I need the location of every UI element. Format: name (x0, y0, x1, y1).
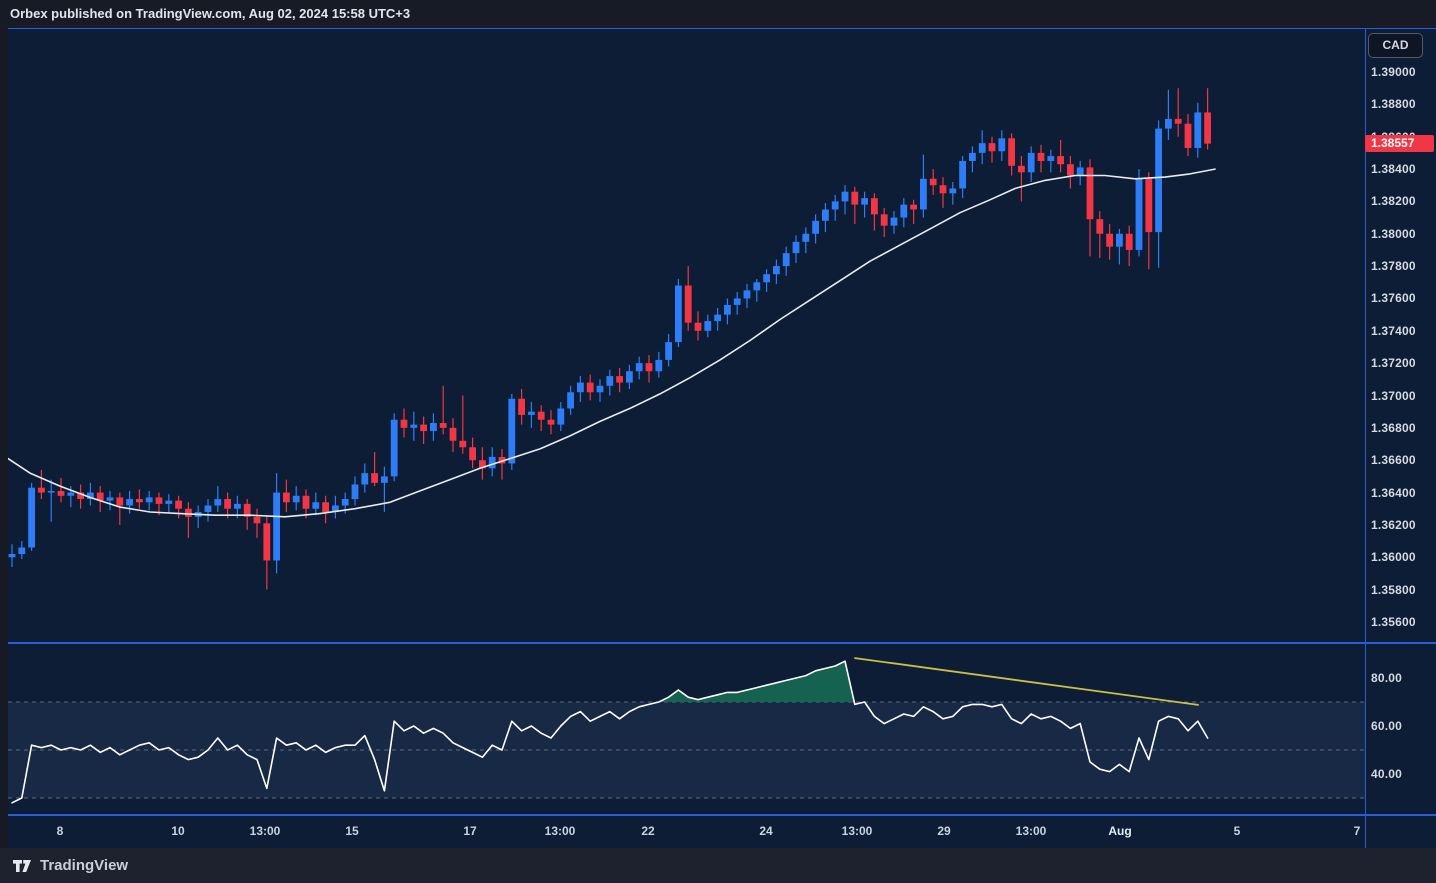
price-tick-label: 1.35800 (1371, 582, 1416, 597)
rsi-tick-label: 40.00 (1371, 767, 1403, 781)
chart-area: 1.390001.388001.386001.384001.382001.380… (0, 28, 1436, 848)
chart-canvas[interactable] (0, 28, 1436, 848)
price-tick-label: 1.36000 (1371, 550, 1416, 565)
time-tick-label: 5 (1233, 824, 1241, 838)
price-tick-label: 1.37200 (1371, 356, 1416, 371)
publish-header: Orbex published on TradingView.com, Aug … (0, 0, 1436, 28)
price-tick-label: 1.36600 (1371, 453, 1416, 468)
time-tick-label: 10 (171, 824, 185, 838)
time-tick-label: Aug (1108, 824, 1132, 838)
time-tick-label: 24 (759, 824, 773, 838)
publish-text: Orbex published on TradingView.com, Aug … (10, 6, 411, 21)
price-tick-label: 1.38800 (1371, 97, 1416, 112)
price-tick-label: 1.37800 (1371, 259, 1416, 274)
symbol-currency-chip[interactable]: CAD (1368, 33, 1423, 58)
price-tick-label: 1.36200 (1371, 517, 1416, 532)
symbol-currency-label: CAD (1382, 38, 1409, 52)
rsi-tick-label: 80.00 (1371, 671, 1403, 685)
price-tick-label: 1.39000 (1371, 65, 1416, 79)
left-gutter (0, 28, 8, 848)
price-tick-label: 1.36800 (1371, 420, 1416, 435)
time-tick-label: 13:00 (841, 824, 873, 838)
price-tick-label: 1.35600 (1371, 614, 1416, 629)
price-tick-label: 1.36400 (1371, 485, 1416, 500)
footer-brand[interactable]: TradingView (40, 857, 129, 874)
footer-bar: TradingView (0, 848, 1436, 883)
last-price-badge: 1.38557 (1365, 135, 1434, 153)
rsi-trendline[interactable] (854, 657, 1199, 706)
tradingview-logo-icon[interactable] (12, 856, 32, 876)
time-tick-label: 13:00 (544, 824, 576, 838)
time-tick-label: 13:00 (249, 824, 281, 838)
time-tick-label: 7 (1353, 824, 1361, 838)
time-tick-label: 22 (641, 824, 655, 838)
time-tick-label: 13:00 (1015, 824, 1047, 838)
price-tick-label: 1.37600 (1371, 291, 1416, 306)
rsi-tick-label: 60.00 (1371, 719, 1403, 733)
price-tick-label: 1.37000 (1371, 388, 1416, 403)
price-tick-label: 1.37400 (1371, 323, 1416, 338)
last-price-value: 1.38557 (1371, 136, 1415, 151)
price-tick-label: 1.38400 (1371, 162, 1416, 177)
price-tick-label: 1.38200 (1371, 194, 1416, 209)
time-tick-label: 8 (56, 824, 64, 838)
price-tick-label: 1.38000 (1371, 226, 1416, 241)
time-tick-label: 17 (463, 824, 477, 838)
time-tick-label: 15 (345, 824, 359, 838)
time-tick-label: 29 (937, 824, 951, 838)
